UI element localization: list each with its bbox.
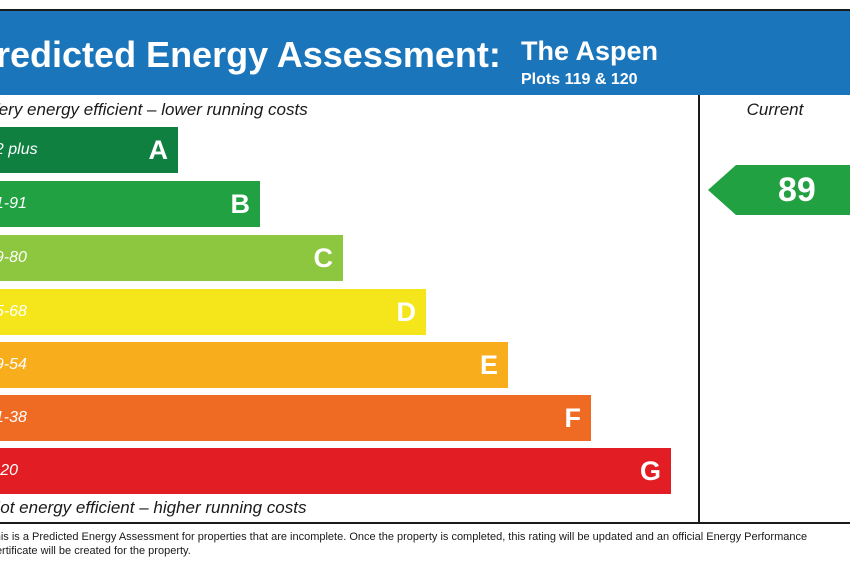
band-range-label: 55-68	[0, 303, 27, 320]
current-rating-arrow: 89	[708, 165, 850, 215]
rating-band-a: 92 plus A	[0, 127, 178, 173]
band-letter: G	[639, 456, 661, 486]
current-column-label: Current	[746, 100, 804, 119]
chart-frame	[0, 9, 850, 524]
current-rating-value: 89	[778, 171, 816, 209]
band-letter: D	[396, 297, 417, 327]
band-letter: E	[479, 350, 498, 380]
rating-band-e: 39-54 E	[0, 342, 508, 388]
column-divider	[698, 95, 700, 524]
band-range-label: 81-91	[0, 195, 27, 212]
property-name: The Aspen	[521, 36, 659, 66]
rating-band-c: 69-80 C	[0, 235, 343, 281]
plots-label: Plots 119 & 120	[521, 71, 638, 88]
inefficient-caption: Not energy efficient – higher running co…	[0, 498, 307, 517]
efficient-caption: Very energy efficient – lower running co…	[0, 100, 308, 119]
band-range-label: 1-20	[0, 462, 19, 479]
band-range-label: 21-38	[0, 409, 27, 426]
band-letter: C	[313, 243, 334, 273]
band-range-label: 39-54	[0, 356, 27, 373]
band-range-label: 92 plus	[0, 141, 38, 158]
rating-band-g: 1-20 G	[0, 448, 671, 494]
band-letter: A	[148, 135, 169, 165]
rating-band-f: 21-38 F	[0, 395, 591, 441]
band-range-label: 69-80	[0, 249, 27, 266]
band-letter: F	[564, 403, 582, 433]
header-banner: Predicted Energy Assessment: The Aspen P…	[0, 11, 850, 95]
footnote: This is a Predicted Energy Assessment fo…	[0, 531, 808, 557]
rating-band-d: 55-68 D	[0, 289, 426, 335]
page-title: Predicted Energy Assessment:	[0, 34, 501, 75]
rating-band-b: 81-91 B	[0, 181, 260, 227]
band-letter: B	[230, 189, 251, 219]
